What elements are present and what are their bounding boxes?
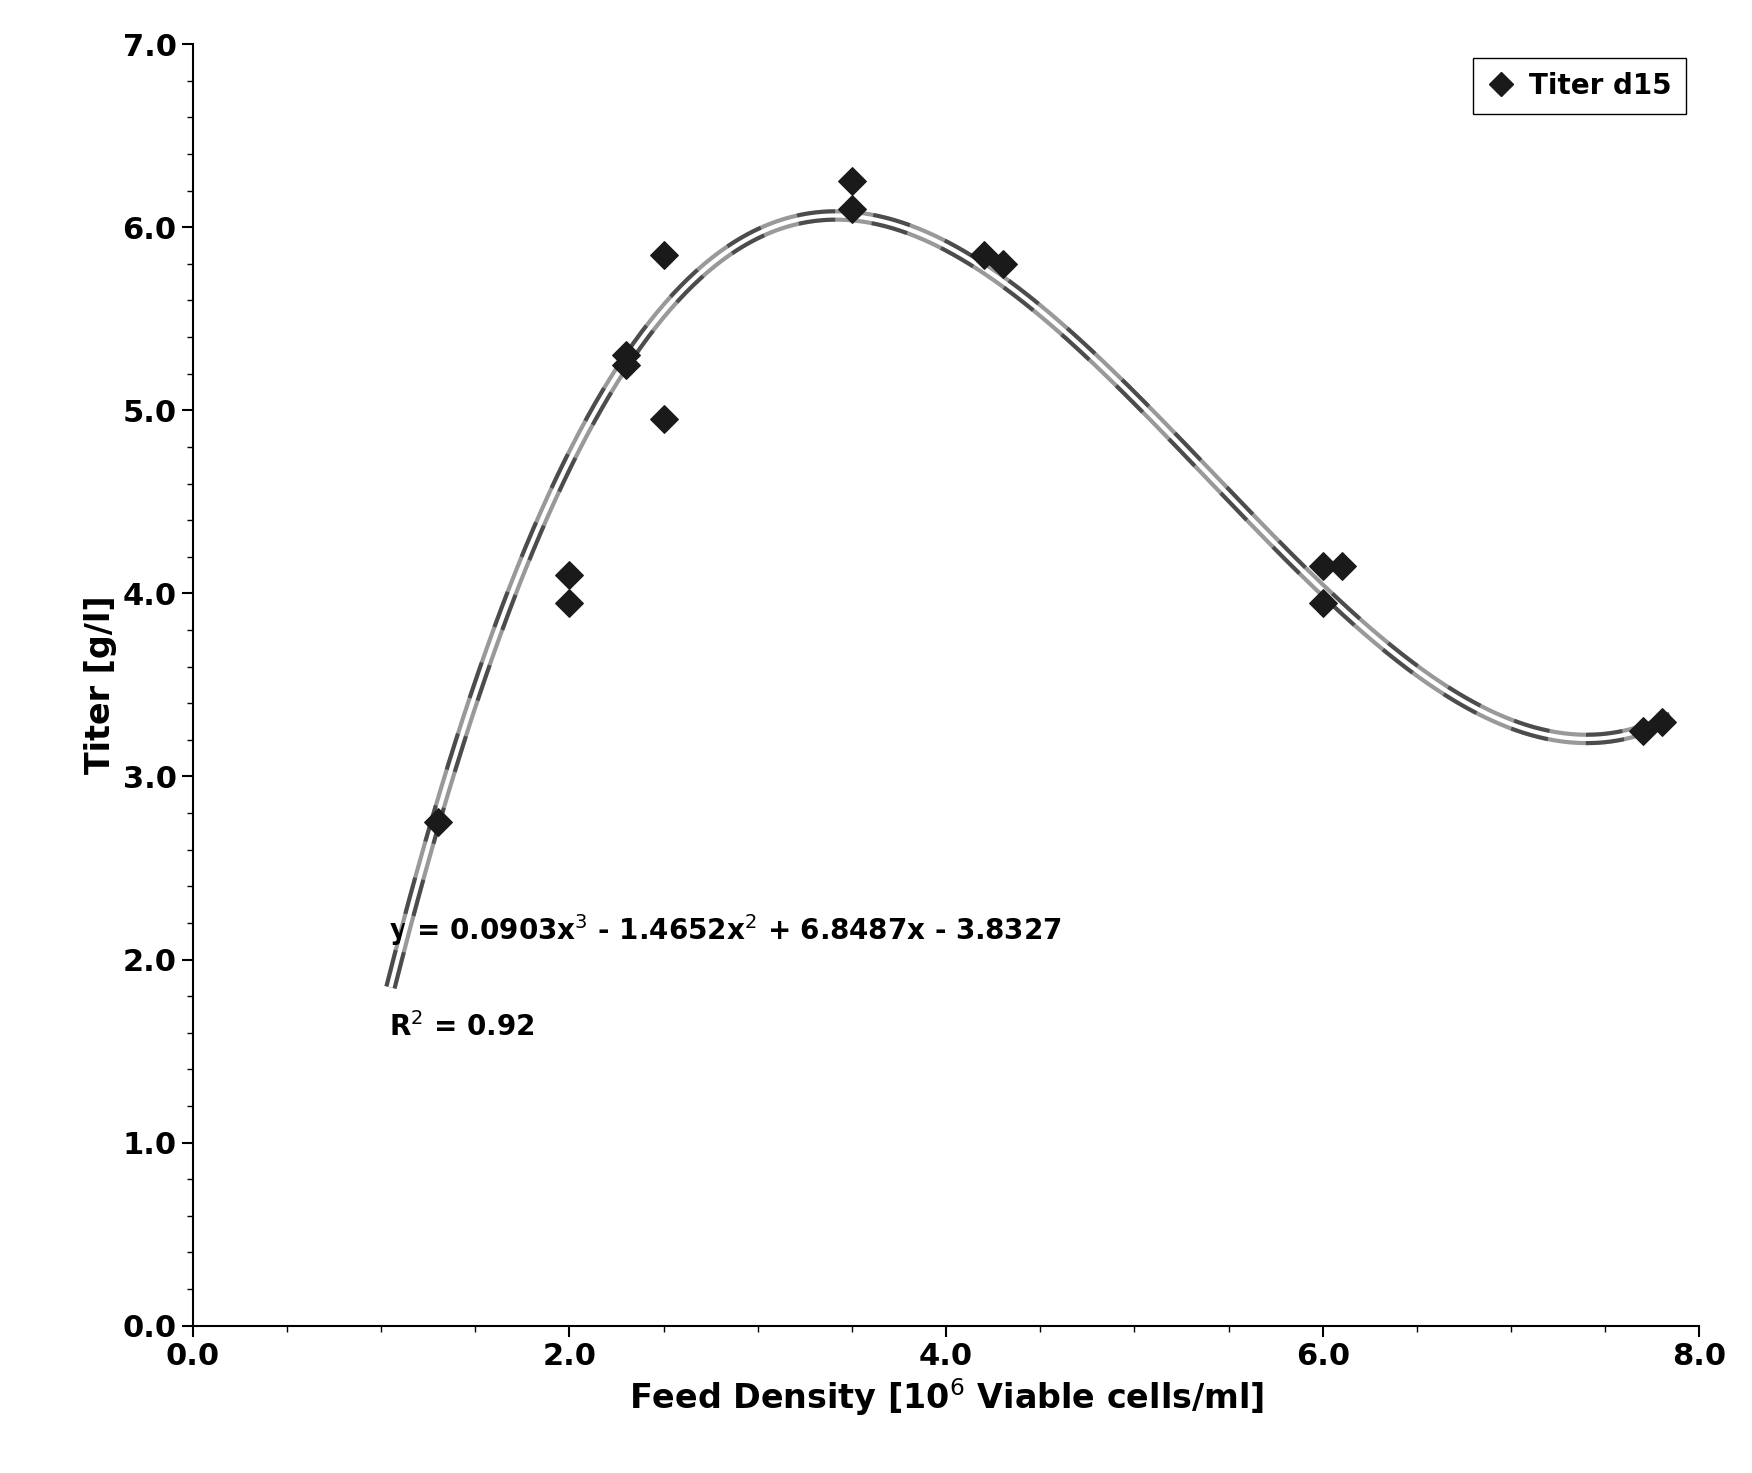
Point <box>650 408 678 432</box>
Point <box>1309 554 1337 577</box>
Point <box>1328 554 1356 577</box>
Point <box>611 343 639 367</box>
Text: y = 0.0903x$^3$ - 1.4652x$^2$ + 6.8487x - 3.8327: y = 0.0903x$^3$ - 1.4652x$^2$ + 6.8487x … <box>389 912 1062 947</box>
Point <box>611 354 639 377</box>
Point <box>971 243 999 267</box>
Point <box>424 810 452 834</box>
Point <box>1309 591 1337 614</box>
Y-axis label: Titer [g/l]: Titer [g/l] <box>84 595 117 775</box>
Point <box>837 197 865 221</box>
Point <box>1647 710 1675 734</box>
Point <box>555 591 583 614</box>
Point <box>650 243 678 267</box>
Point <box>837 169 865 193</box>
X-axis label: Feed Density [10$^6$ Viable cells/ml]: Feed Density [10$^6$ Viable cells/ml] <box>629 1376 1263 1418</box>
Text: R$^2$ = 0.92: R$^2$ = 0.92 <box>389 1012 534 1041</box>
Legend: Titer d15: Titer d15 <box>1473 57 1685 113</box>
Point <box>988 252 1016 275</box>
Point <box>1629 719 1657 742</box>
Point <box>555 563 583 586</box>
